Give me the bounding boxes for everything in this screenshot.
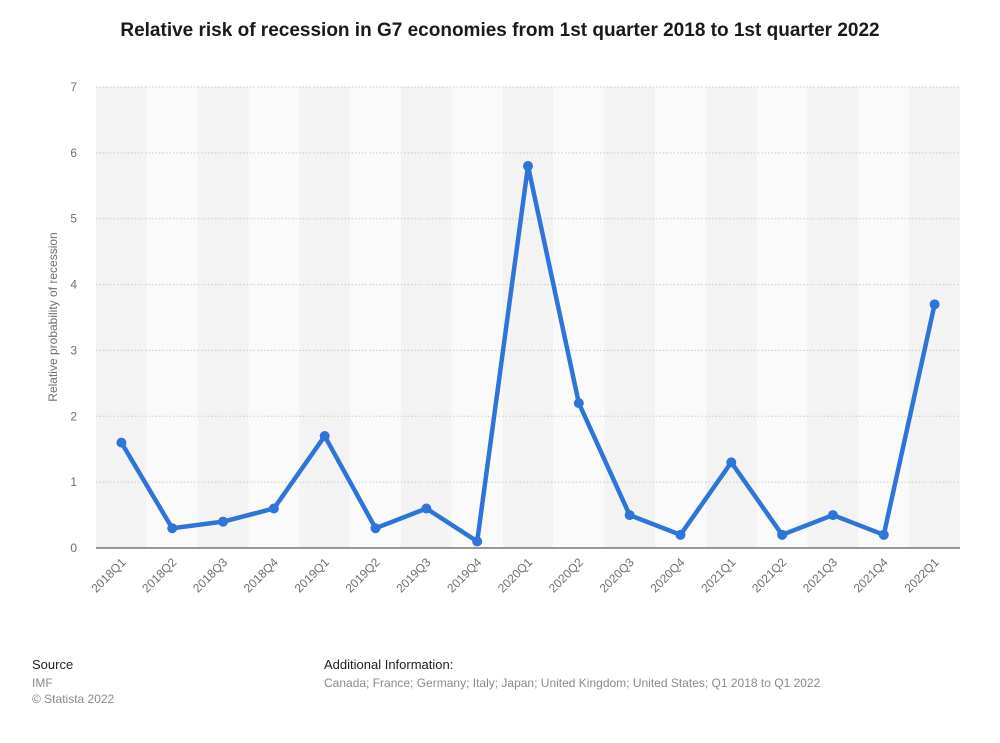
x-tick-label: 2021Q2 [749,555,789,595]
data-point[interactable] [523,161,533,172]
x-tick-label: 2020Q1 [495,555,535,595]
data-point[interactable] [218,516,229,527]
column-band [96,87,147,548]
gridlines [96,86,960,549]
column-band [604,87,656,548]
chart-title: Relative risk of recession in G7 economi… [120,20,880,41]
column-band [502,87,554,548]
data-point[interactable] [675,529,686,540]
y-tick-label: 7 [70,80,77,94]
y-tick-label: 5 [70,212,77,226]
column-band [756,87,808,548]
x-tick-label: 2020Q4 [647,555,687,595]
x-tick-label: 2019Q4 [444,555,484,595]
data-point[interactable] [929,299,940,310]
source-label: Source [32,657,74,672]
source-value[interactable]: IMF [32,676,53,690]
data-point[interactable] [624,510,635,521]
additional-info-value: Canada; France; Germany; Italy; Japan; U… [324,676,821,690]
y-tick-label: 4 [70,278,77,292]
x-axis-ticks: 2018Q1 2018Q2 2018Q3 2018Q4 2019Q1 2019Q2 2019… [88,555,942,595]
data-point[interactable] [319,431,330,442]
data-point[interactable] [827,510,838,521]
x-tick-label: 2018Q3 [190,555,230,595]
column-band [858,87,910,548]
x-tick-label: 2018Q1 [88,555,128,595]
x-tick-label: 2019Q3 [393,555,433,595]
y-tick-label: 3 [70,343,77,357]
column-bands [96,87,960,548]
column-band [451,87,503,548]
x-tick-label: 2020Q3 [597,555,637,595]
x-tick-label: 2021Q3 [800,555,840,595]
column-band [350,87,401,548]
column-band [705,87,757,548]
y-tick-label: 6 [70,146,77,160]
column-band [299,87,351,548]
x-tick-label: 2019Q2 [343,555,383,595]
column-band [807,87,859,548]
data-point[interactable] [116,437,127,448]
y-tick-label: 2 [70,409,77,423]
data-point[interactable] [421,503,432,514]
y-axis-label: Relative probability of recession [46,232,60,401]
column-band [248,87,300,548]
column-band [655,87,706,548]
y-tick-label: 1 [70,475,77,489]
x-tick-label: 2020Q2 [546,555,586,595]
column-band [197,87,249,548]
column-band [400,87,452,548]
series-group [116,161,940,547]
data-point[interactable] [777,529,788,540]
x-tick-label: 2021Q4 [851,555,891,595]
additional-info-label: Additional Information: [324,657,454,672]
x-tick-label: 2018Q2 [139,555,179,595]
x-tick-label: 2019Q1 [292,555,332,595]
data-point[interactable] [268,503,279,514]
column-band [909,87,960,548]
column-band [146,87,198,548]
data-point[interactable] [573,398,584,409]
data-point[interactable] [472,536,483,547]
y-axis-ticks: 0 1 2 3 4 5 6 7 [70,80,77,555]
x-tick-label: 2018Q4 [241,555,281,595]
x-tick-label: 2022Q1 [902,555,942,595]
y-tick-label: 0 [70,541,77,555]
data-point[interactable] [370,523,381,534]
data-point[interactable] [878,529,889,540]
copyright-text[interactable]: © Statista 2022 [32,692,115,706]
data-point[interactable] [726,457,737,468]
data-point[interactable] [167,523,178,534]
x-tick-label: 2021Q1 [698,555,738,595]
